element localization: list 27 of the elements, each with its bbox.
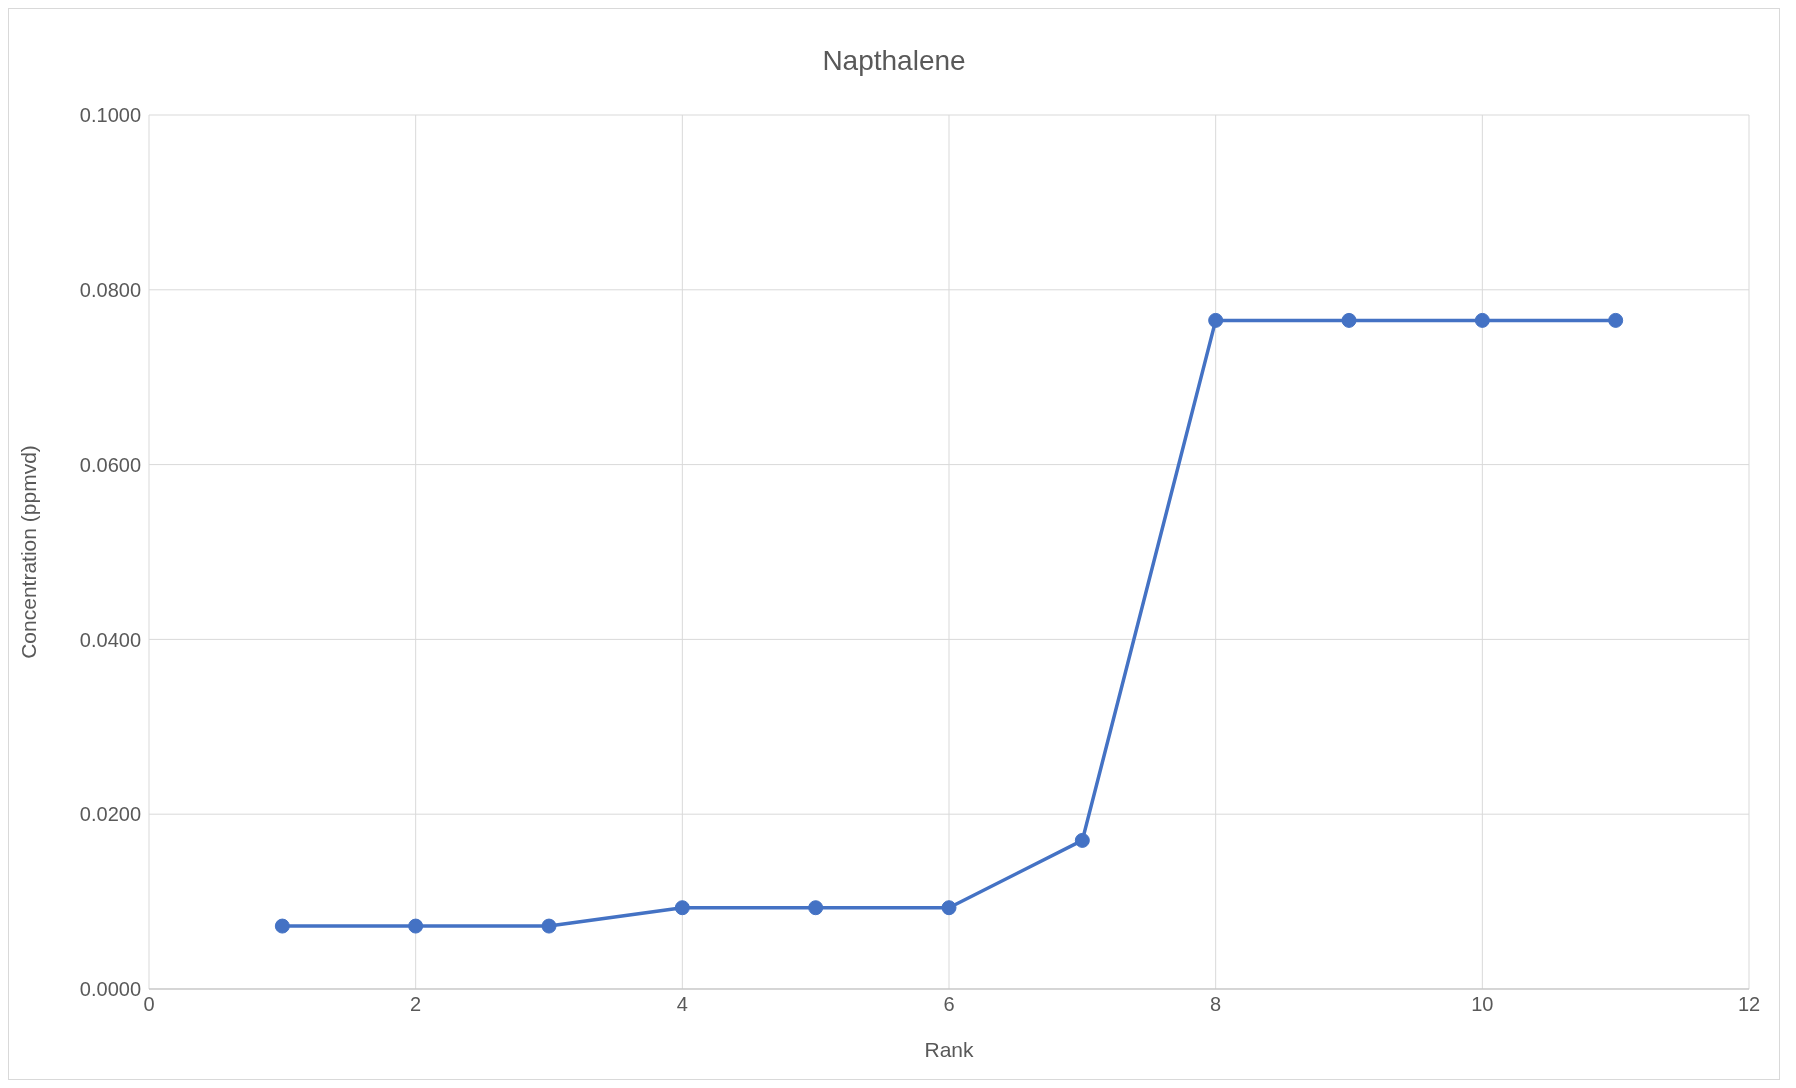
x-tick-label: 4: [676, 993, 688, 1016]
chart-title: Napthalene: [821, 44, 967, 78]
y-axis-title: Concentration (ppmvd): [17, 445, 41, 659]
x-tick-label: 2: [410, 993, 422, 1016]
y-tick-label: 0.0800: [79, 278, 141, 301]
x-tick-label: 0: [143, 993, 155, 1016]
x-axis-title: Rank: [924, 1038, 975, 1061]
y-tick-label: 0.0000: [79, 978, 141, 1001]
point: [408, 918, 424, 934]
y-tick-label: 0.0200: [79, 803, 141, 826]
point: [808, 900, 824, 916]
point: [541, 918, 557, 934]
point: [941, 900, 957, 916]
x-tick-label: 6: [943, 993, 955, 1016]
point: [1341, 312, 1357, 328]
y-tick-label: 0.0400: [79, 628, 141, 651]
point: [674, 900, 690, 916]
point: [1474, 312, 1490, 328]
x-tick-label: 10: [1471, 993, 1494, 1016]
point: [1074, 832, 1090, 848]
y-tick-label: 0.1000: [79, 104, 141, 127]
x-tick-label: 8: [1210, 993, 1222, 1016]
point: [274, 918, 290, 934]
y-tick-label: 0.0600: [79, 453, 141, 476]
x-tick-label: 12: [1737, 993, 1761, 1016]
point: [1608, 312, 1624, 328]
point: [1208, 312, 1224, 328]
